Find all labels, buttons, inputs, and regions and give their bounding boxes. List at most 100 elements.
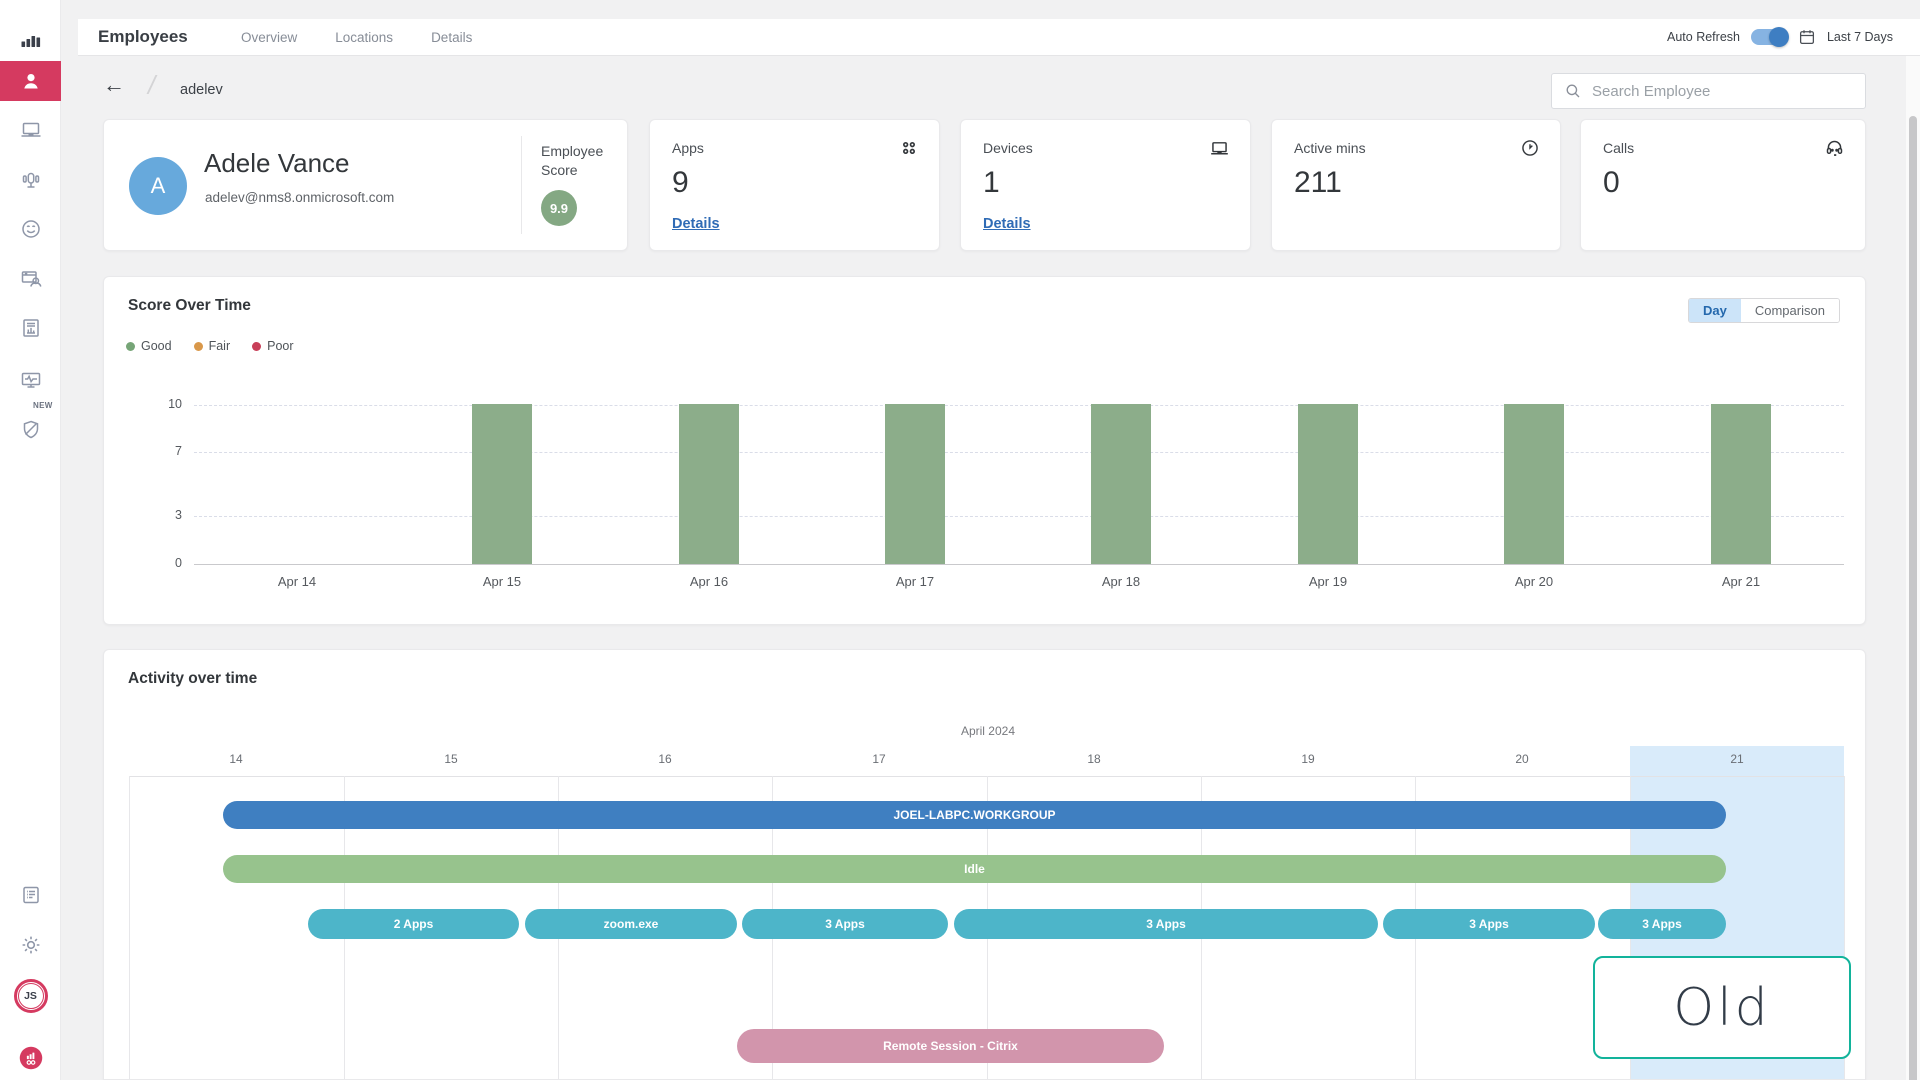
sidebar-user-avatar[interactable]: JS (0, 974, 61, 1018)
xtick-apr21: Apr 21 (1721, 574, 1761, 589)
employee-email: adelev@nms8.onmicrosoft.com (205, 190, 395, 205)
toggle-knob (1768, 27, 1789, 47)
devices-label: Devices (983, 140, 1033, 156)
sidebar-item-devices[interactable] (0, 108, 61, 152)
new-badge: NEW (33, 401, 53, 410)
xtick-apr14: Apr 14 (277, 574, 317, 589)
app-segment-2[interactable]: zoom.exe (525, 909, 737, 939)
active-mins-label: Active mins (1294, 140, 1366, 156)
day-label-16: 16 (658, 752, 672, 766)
xtick-apr15: Apr 15 (482, 574, 522, 589)
employee-card: A Adele Vance adelev@nms8.onmicrosoft.co… (103, 119, 628, 251)
old-annotation-text: Old (1673, 977, 1771, 1038)
score-bar-apr19 (1298, 404, 1358, 564)
app-segment-5[interactable]: 3 Apps (1383, 909, 1595, 939)
sidebar-item-security[interactable]: NEW (0, 401, 61, 452)
sidebar-item-calls[interactable] (0, 158, 61, 202)
score-panel-title: Score Over Time (128, 297, 251, 314)
day-view-button[interactable]: Day (1689, 299, 1741, 322)
header-tabs: Overview Locations Details (241, 30, 472, 45)
app-bars-logo-icon[interactable] (0, 18, 61, 62)
devices-details-link[interactable]: Details (983, 216, 1031, 232)
auto-refresh-label: Auto Refresh (1667, 30, 1740, 44)
score-bar-apr18 (1091, 404, 1151, 564)
headset-icon (1824, 138, 1845, 164)
sidebar-item-reports[interactable] (0, 306, 61, 350)
apps-details-link[interactable]: Details (672, 216, 720, 232)
calls-value: 0 (1603, 166, 1620, 199)
employee-score-badge: 9.9 (541, 190, 577, 226)
auto-refresh-toggle[interactable] (1750, 27, 1789, 47)
app-segment-6[interactable]: 3 Apps (1598, 909, 1726, 939)
sidebar-item-release-notes[interactable] (0, 873, 61, 917)
page-header: Employees Overview Locations Details Aut… (78, 19, 1920, 56)
laptop-icon (1209, 138, 1230, 164)
calls-label: Calls (1603, 140, 1635, 156)
tab-details[interactable]: Details (431, 29, 473, 45)
activity-over-time-panel: Activity over time April 2024 14 15 16 1… (103, 649, 1866, 1080)
ytick-10: 10 (168, 397, 182, 411)
scrollbar-track[interactable] (1906, 56, 1920, 1080)
score-bar-apr20 (1504, 404, 1564, 564)
apps-grid-icon (899, 138, 919, 163)
sidebar-item-settings[interactable] (0, 923, 61, 967)
timeline-top-border (129, 776, 1844, 777)
xtick-apr17: Apr 17 (895, 574, 935, 589)
machine-bar[interactable]: JOEL-LABPC.WORKGROUP (223, 801, 1726, 829)
score-bar-apr16 (679, 404, 739, 564)
divider (521, 136, 522, 234)
apps-label: Apps (672, 140, 704, 156)
score-over-time-panel: Score Over Time Day Comparison Good Fair… (103, 276, 1866, 625)
employee-name: Adele Vance (204, 148, 350, 178)
day-label-18: 18 (1087, 752, 1101, 766)
sidebar-item-monitoring[interactable] (0, 358, 61, 402)
active-mins-value: 211 (1294, 166, 1342, 199)
x-axis-line (194, 564, 1844, 565)
laptop-icon (21, 122, 40, 137)
breadcrumb: adelev (180, 82, 223, 98)
day-label-20: 20 (1515, 752, 1529, 766)
remote-session-bar[interactable]: Remote Session - Citrix (737, 1029, 1164, 1063)
chart-legend: Good Fair Poor (126, 339, 294, 353)
back-button[interactable]: ← (103, 72, 125, 97)
sidebar-item-sentiment[interactable] (0, 207, 61, 251)
old-annotation-box: Old (1593, 956, 1851, 1059)
notes-icon (22, 886, 39, 904)
active-mins-card: Active mins 211 (1271, 119, 1561, 251)
xtick-apr16: Apr 16 (689, 574, 729, 589)
month-label: April 2024 (960, 724, 1016, 738)
avatar: JS (13, 979, 48, 1013)
day-label-17: 17 (872, 752, 886, 766)
idle-bar[interactable]: Idle (223, 855, 1726, 883)
sidebar-product-logo[interactable] (0, 1036, 61, 1080)
sidebar-item-employees[interactable] (0, 61, 61, 101)
employee-avatar: A (129, 157, 187, 215)
monitor-pulse-icon (21, 372, 40, 388)
gridline-7 (194, 452, 1844, 453)
sidebar-item-sessions[interactable] (0, 257, 61, 301)
search-box (1551, 73, 1866, 109)
app-segment-1[interactable]: 2 Apps (308, 909, 519, 939)
tab-locations[interactable]: Locations (335, 29, 394, 45)
calendar-icon[interactable] (1798, 28, 1816, 46)
calls-card: Calls 0 (1580, 119, 1866, 251)
tab-overview[interactable]: Overview (241, 29, 298, 45)
app-segment-3[interactable]: 3 Apps (742, 909, 948, 939)
search-input[interactable] (1592, 82, 1853, 100)
view-toggle: Day Comparison (1688, 298, 1840, 323)
scrollbar-thumb[interactable] (1909, 116, 1917, 1080)
legend-fair: Fair (193, 339, 230, 353)
breadcrumb-slash: / (148, 70, 156, 100)
legend-good: Good (126, 339, 172, 353)
comparison-view-button[interactable]: Comparison (1740, 299, 1839, 322)
day-label-21: 21 (1730, 752, 1744, 766)
apps-card: Apps 9 Details (649, 119, 940, 251)
xtick-apr20: Apr 20 (1514, 574, 1554, 589)
good-dot-icon (126, 341, 135, 351)
fair-dot-icon (193, 341, 203, 351)
product-logo-icon (19, 1046, 42, 1070)
day-label-19: 19 (1301, 752, 1315, 766)
app-segment-4[interactable]: 3 Apps (954, 909, 1378, 939)
date-range-selector[interactable]: Last 7 Days (1826, 30, 1893, 44)
day-label-14: 14 (229, 752, 243, 766)
